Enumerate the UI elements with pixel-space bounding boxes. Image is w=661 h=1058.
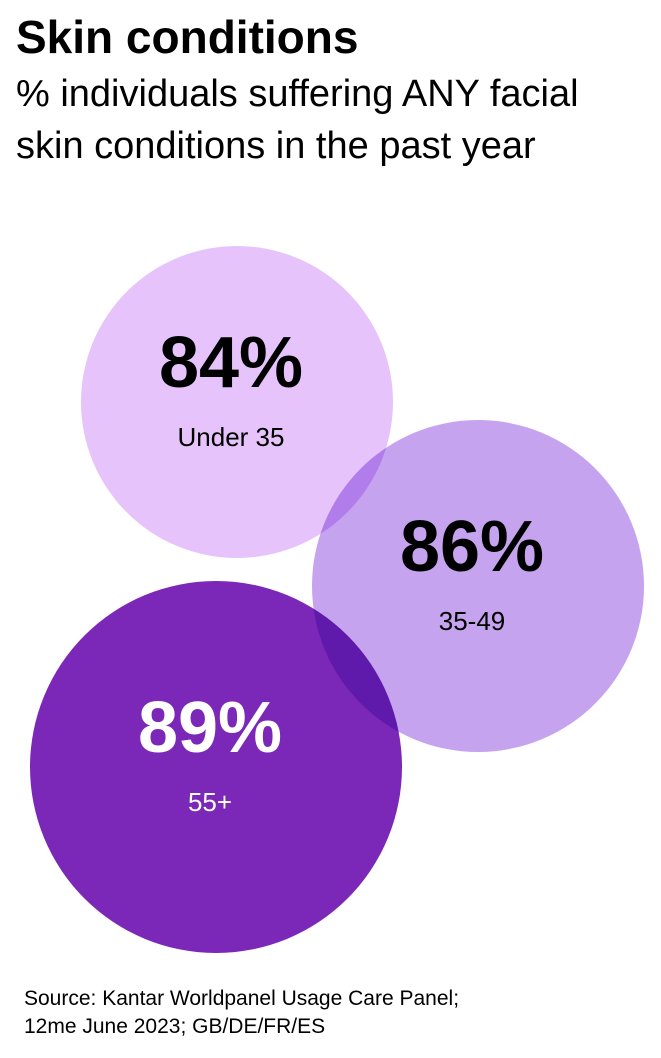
chart-title: Skin conditions [16, 11, 359, 63]
bubble [81, 246, 393, 558]
value-label: 86% [400, 507, 544, 587]
value-label: 89% [138, 688, 282, 768]
bubbles [30, 246, 644, 953]
chart-subtitle: % individuals suffering ANY facial skin … [16, 73, 579, 167]
bubble [312, 420, 644, 752]
category-label: 35-49 [439, 606, 506, 636]
source-note: Source: Kantar Worldpanel Usage Care Pan… [24, 987, 460, 1038]
bubble-chart: 84% Under 35 86% 35-49 89% 55+ [30, 246, 644, 953]
category-label: 55+ [188, 787, 232, 817]
category-label: Under 35 [178, 422, 285, 452]
value-label: 84% [159, 323, 303, 403]
bubble [30, 581, 402, 953]
